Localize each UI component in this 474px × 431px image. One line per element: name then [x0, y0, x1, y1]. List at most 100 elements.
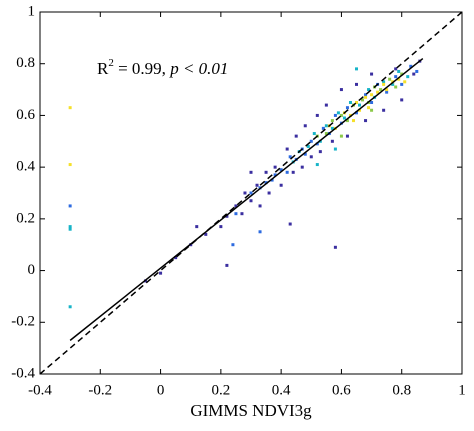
point	[339, 88, 343, 92]
point	[258, 230, 262, 234]
point	[358, 103, 362, 107]
x-tick-label: 0.4	[272, 382, 291, 398]
y-tick-label: 0.2	[16, 210, 35, 226]
point	[370, 93, 374, 97]
point	[68, 106, 72, 110]
point	[370, 108, 374, 112]
y-tick-label: 1	[28, 3, 36, 19]
point	[288, 222, 292, 226]
point	[234, 212, 238, 216]
point	[279, 168, 283, 172]
point	[342, 116, 346, 120]
point	[394, 67, 398, 71]
point	[291, 170, 295, 174]
plot-frame	[39, 11, 463, 375]
point	[255, 183, 259, 187]
point	[364, 93, 368, 97]
point	[394, 85, 398, 89]
point	[406, 75, 410, 79]
point	[400, 72, 404, 76]
point	[333, 245, 337, 249]
x-tick-label: 0.2	[211, 382, 230, 398]
point	[315, 142, 319, 146]
point	[355, 82, 358, 86]
point	[249, 199, 253, 203]
point	[315, 163, 319, 167]
point	[270, 178, 274, 182]
point	[330, 119, 334, 123]
point	[219, 225, 223, 229]
point	[355, 67, 358, 71]
point	[367, 88, 371, 92]
x-tick-label: 0	[157, 382, 165, 398]
point	[303, 124, 307, 128]
x-tick-label: -0.4	[28, 382, 52, 398]
x-tick-label: 0.6	[332, 382, 351, 398]
point	[243, 191, 247, 195]
point	[258, 204, 262, 208]
y-tick-label: 0.4	[16, 159, 35, 175]
point	[249, 170, 253, 174]
y-tick-label: -0.4	[11, 365, 35, 381]
point	[370, 101, 374, 104]
point	[397, 77, 401, 81]
annotation-text: < 0.01	[179, 59, 229, 78]
point	[273, 165, 277, 169]
point	[315, 113, 319, 117]
point	[249, 191, 253, 195]
point	[195, 225, 199, 229]
point	[412, 72, 416, 76]
point	[364, 119, 368, 123]
point	[279, 183, 283, 187]
point	[333, 113, 337, 117]
point	[400, 98, 404, 102]
point	[330, 139, 334, 143]
point	[415, 69, 419, 73]
point	[382, 80, 386, 84]
point	[397, 69, 401, 73]
point	[339, 134, 343, 138]
point	[355, 101, 358, 104]
point	[234, 204, 238, 208]
point	[376, 90, 380, 94]
point	[285, 147, 289, 151]
point	[68, 227, 72, 231]
point	[309, 155, 313, 159]
point	[403, 80, 407, 84]
point	[324, 132, 328, 136]
point	[379, 88, 383, 92]
point	[174, 256, 178, 260]
point	[361, 98, 365, 102]
y-tick-label: -0.2	[11, 314, 35, 330]
annotation: R2 = 0.99, p < 0.01	[97, 57, 228, 78]
point	[385, 90, 389, 94]
point	[364, 95, 368, 99]
point	[306, 144, 310, 148]
point	[351, 119, 355, 123]
point	[388, 77, 392, 81]
point	[394, 75, 398, 79]
point	[336, 111, 340, 115]
point	[324, 124, 328, 128]
point	[324, 103, 328, 107]
annotation-text: R	[97, 59, 109, 78]
point	[159, 271, 163, 275]
point	[225, 214, 229, 218]
point	[358, 108, 362, 112]
point	[355, 111, 358, 115]
point	[339, 113, 343, 117]
point	[309, 139, 313, 143]
point	[303, 152, 307, 156]
point	[385, 88, 389, 92]
point	[345, 119, 349, 123]
point	[300, 165, 304, 169]
reference-line	[39, 11, 463, 375]
y-tick-label: 0	[28, 262, 36, 278]
point	[68, 225, 72, 229]
point	[288, 155, 292, 159]
point	[285, 170, 289, 174]
point	[330, 126, 334, 130]
point	[225, 263, 229, 267]
point	[68, 305, 72, 309]
